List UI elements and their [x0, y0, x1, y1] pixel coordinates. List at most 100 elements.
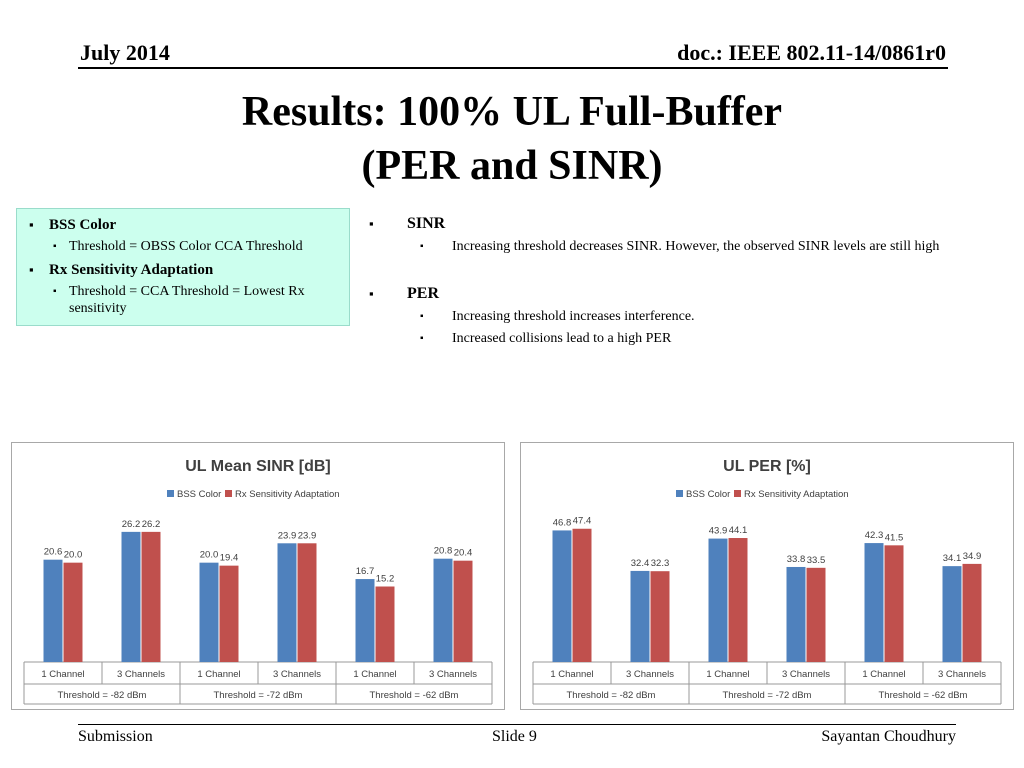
group-label-1: Threshold = -72 dBm — [214, 690, 303, 701]
per-chart: UL PER [%] BSS Color Rx Sensitivity Adapta… — [532, 458, 1002, 705]
bar-s1-c2 — [219, 565, 239, 662]
data-label-s0-c5: 20.8 — [434, 546, 453, 557]
category-label-5: 3 Channels — [429, 669, 477, 680]
footer-rule — [78, 724, 956, 725]
footer-author: Sayantan Choudhury — [821, 728, 956, 745]
observation-sinr: SINR — [366, 212, 1016, 236]
observation-per: PER — [366, 282, 1016, 306]
bar-s0-c4 — [355, 579, 375, 662]
legend-swatch-0 — [676, 490, 683, 497]
data-label-s1-c0: 47.4 — [573, 516, 592, 527]
data-label-s0-c4: 16.7 — [356, 566, 375, 577]
footer-submission: Submission — [78, 728, 153, 745]
category-label-3: 3 Channels — [273, 669, 321, 680]
bar-s1-c2 — [728, 538, 748, 662]
data-label-s1-c5: 20.4 — [454, 548, 473, 559]
data-label-s1-c1: 26.2 — [142, 519, 161, 530]
data-label-s0-c2: 43.9 — [709, 526, 728, 537]
bar-s1-c3 — [806, 567, 826, 662]
data-label-s1-c4: 15.2 — [376, 574, 395, 585]
scheme-rx-sensitivity-detail: Threshold = CCA Threshold = Lowest Rx se… — [17, 283, 349, 317]
legend-label-0: BSS Color — [177, 489, 221, 500]
bar-s0-c0 — [43, 559, 63, 662]
category-label-2: 1 Channel — [706, 669, 749, 680]
category-label-0: 1 Channel — [41, 669, 84, 680]
footer-slide-number: Slide 9 — [492, 728, 537, 745]
bar-s0-c2 — [708, 538, 728, 662]
bar-s0-c3 — [277, 543, 297, 662]
data-label-s1-c5: 34.9 — [963, 551, 982, 562]
category-label-5: 3 Channels — [938, 669, 986, 680]
legend-swatch-1 — [734, 490, 741, 497]
bar-s1-c0 — [63, 562, 83, 662]
bar-s1-c4 — [375, 586, 395, 662]
bar-s0-c5 — [942, 566, 962, 662]
scheme-list: BSS Color Threshold = OBSS Color CCA Thr… — [17, 209, 349, 317]
observation-per-detail-2: Increased collisions lead to a high PER — [366, 330, 1016, 348]
bar-s0-c5 — [433, 558, 453, 662]
bar-s1-c5 — [962, 563, 982, 662]
header-date: July 2014 — [80, 40, 170, 65]
bar-s0-c1 — [121, 531, 141, 662]
legend-swatch-1 — [225, 490, 232, 497]
chart-title: UL PER [%] — [723, 458, 811, 475]
bar-s0-c2 — [199, 562, 219, 662]
data-label-s1-c4: 41.5 — [885, 532, 904, 543]
legend-swatch-0 — [167, 490, 174, 497]
data-label-s0-c1: 26.2 — [122, 519, 141, 530]
data-label-s1-c2: 44.1 — [729, 525, 748, 536]
data-label-s0-c2: 20.0 — [200, 550, 219, 561]
chart-title: UL Mean SINR [dB] — [185, 458, 330, 475]
bar-s1-c3 — [297, 543, 317, 662]
category-label-4: 1 Channel — [353, 669, 396, 680]
group-label-2: Threshold = -62 dBm — [879, 690, 968, 701]
bar-s1-c1 — [141, 531, 161, 662]
data-label-s0-c0: 20.6 — [44, 547, 63, 558]
data-label-s1-c2: 19.4 — [220, 553, 239, 564]
bar-s1-c1 — [650, 571, 670, 662]
data-label-s0-c1: 32.4 — [631, 558, 650, 569]
scheme-bss-color-detail: Threshold = OBSS Color CCA Threshold — [17, 238, 349, 255]
data-label-s1-c0: 20.0 — [64, 550, 83, 561]
category-label-1: 3 Channels — [626, 669, 674, 680]
group-label-0: Threshold = -82 dBm — [58, 690, 147, 701]
category-label-3: 3 Channels — [782, 669, 830, 680]
scheme-rx-sensitivity: Rx Sensitivity Adaptation — [17, 259, 349, 281]
observations-list: SINR Increasing threshold decreases SINR… — [366, 212, 1016, 352]
per-chart-panel: UL PER [%] BSS Color Rx Sensitivity Adapta… — [520, 442, 1014, 710]
data-label-s0-c0: 46.8 — [553, 517, 572, 528]
slide-title: Results: 100% UL Full-Buffer (PER and SI… — [0, 85, 1024, 193]
sinr-chart: UL Mean SINR [dB] BSS Color Rx Sensitivity… — [23, 458, 493, 705]
bar-s0-c4 — [864, 543, 884, 662]
legend-label-0: BSS Color — [686, 489, 730, 500]
data-label-s0-c5: 34.1 — [943, 553, 962, 564]
bar-s1-c5 — [453, 560, 473, 662]
bar-s1-c0 — [572, 528, 592, 662]
legend-label-1: Rx Sensitivity Adaptation — [235, 489, 340, 500]
category-label-1: 3 Channels — [117, 669, 165, 680]
category-label-0: 1 Channel — [550, 669, 593, 680]
data-label-s0-c4: 42.3 — [865, 530, 884, 541]
observation-per-detail-1: Increasing threshold increases interfere… — [366, 308, 1016, 326]
scheme-bss-color: BSS Color — [17, 214, 349, 236]
data-label-s1-c3: 23.9 — [298, 530, 317, 541]
bar-s0-c3 — [786, 566, 806, 662]
slide-title-line1: Results: 100% UL Full-Buffer — [241, 89, 783, 135]
scheme-definitions-box: BSS Color Threshold = OBSS Color CCA Thr… — [16, 208, 350, 326]
bar-s1-c4 — [884, 545, 904, 662]
group-label-0: Threshold = -82 dBm — [567, 690, 656, 701]
observation-sinr-detail: Increasing threshold decreases SINR. How… — [366, 238, 1016, 256]
legend-label-1: Rx Sensitivity Adaptation — [744, 489, 849, 500]
category-label-2: 1 Channel — [197, 669, 240, 680]
data-label-s1-c1: 32.3 — [651, 558, 670, 569]
bar-s0-c1 — [630, 570, 650, 662]
data-label-s0-c3: 23.9 — [278, 530, 297, 541]
sinr-chart-panel: UL Mean SINR [dB] BSS Color Rx Sensitivity… — [11, 442, 505, 710]
header-rule — [78, 67, 948, 69]
group-label-2: Threshold = -62 dBm — [370, 690, 459, 701]
data-label-s1-c3: 33.5 — [807, 555, 826, 566]
category-label-4: 1 Channel — [862, 669, 905, 680]
group-label-1: Threshold = -72 dBm — [723, 690, 812, 701]
data-label-s0-c3: 33.8 — [787, 554, 806, 565]
header-doc-id: doc.: IEEE 802.11-14/0861r0 — [677, 40, 946, 65]
